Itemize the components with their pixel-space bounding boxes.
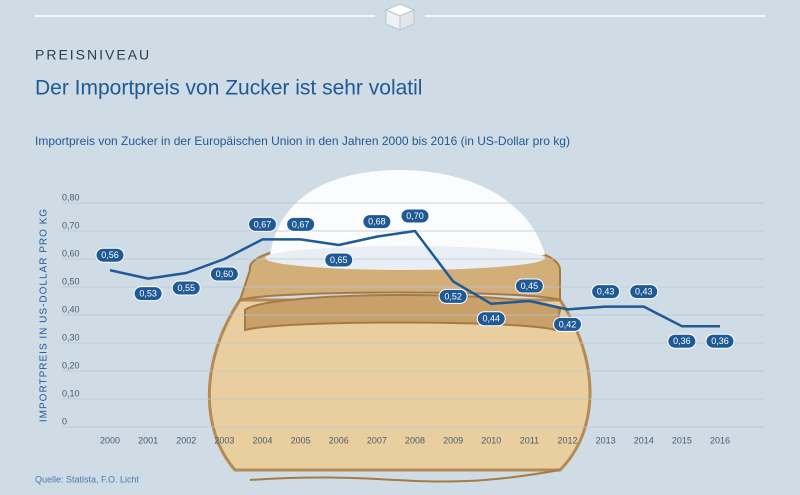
value-label-box (324, 252, 354, 268)
x-tick-label: 2016 (710, 435, 730, 445)
source: Quelle: Statista, F.O. Licht (35, 474, 140, 484)
x-tick-label: 2009 (443, 435, 463, 445)
value-label-box (629, 284, 659, 300)
value-label: 0,67 (254, 219, 272, 229)
x-tick-label: 2013 (596, 435, 616, 445)
value-label: 0,65 (330, 255, 348, 265)
value-label: 0,45 (521, 281, 539, 291)
y-tick-label: 0 (62, 416, 67, 426)
value-label-box (286, 216, 316, 232)
value-label: 0,68 (368, 216, 386, 226)
value-label-box (591, 284, 621, 300)
value-label-box (553, 316, 582, 332)
value-label-box (705, 333, 735, 349)
value-label-box (95, 247, 125, 263)
x-tick-label: 2014 (634, 435, 654, 445)
x-tick-label: 2008 (405, 435, 425, 445)
value-label: 0,36 (673, 336, 691, 346)
y-tick-label: 0,60 (62, 248, 80, 258)
value-label: 0,43 (635, 286, 653, 296)
value-label-box (400, 208, 430, 224)
value-label-box (209, 266, 239, 282)
chart-title: Der Importpreis von Zucker ist sehr vola… (35, 77, 422, 100)
value-label-box (248, 216, 277, 232)
y-tick-label: 0,80 (62, 192, 80, 202)
x-tick-label: 2011 (520, 435, 539, 445)
value-label-box (667, 333, 697, 349)
y-axis-title: IMPORTPREIS IN US-DOLLAR PRO KG (39, 208, 50, 422)
value-label-box (476, 311, 506, 327)
x-tick-label: 2005 (291, 435, 311, 445)
value-label-box (133, 286, 163, 302)
x-tick-label: 2004 (252, 435, 272, 445)
value-label: 0,42 (559, 319, 577, 329)
x-tick-label: 2012 (557, 435, 577, 445)
y-tick-label: 0,10 (62, 388, 80, 398)
y-tick-label: 0,30 (62, 332, 80, 342)
x-tick-label: 2015 (672, 435, 692, 445)
y-tick-label: 0,20 (62, 360, 80, 370)
x-tick-label: 2002 (176, 435, 196, 445)
chart-subtitle: Importpreis von Zucker in der Europäisch… (35, 134, 570, 148)
value-label: 0,67 (292, 219, 310, 229)
x-tick-label: 2000 (100, 435, 120, 445)
x-tick-label: 2006 (329, 435, 349, 445)
value-label: 0,53 (139, 288, 157, 298)
value-label: 0,43 (597, 286, 615, 296)
y-tick-label: 0,40 (62, 304, 80, 314)
kicker: PREISNIVEAU (35, 47, 151, 63)
x-tick-label: 2007 (367, 435, 387, 445)
x-tick-label: 2001 (138, 435, 158, 445)
sugar-cube-icon (384, 3, 416, 31)
value-label-box (438, 288, 468, 304)
data-line (109, 229, 720, 328)
value-label: 0,36 (711, 336, 729, 346)
value-label: 0,60 (216, 269, 234, 279)
y-tick-label: 0,70 (62, 220, 80, 230)
value-label: 0,56 (101, 250, 119, 260)
value-label: 0,44 (482, 314, 500, 324)
y-tick-label: 0,50 (62, 276, 80, 286)
value-label: 0,52 (444, 291, 462, 301)
value-label: 0,55 (177, 283, 195, 293)
x-tick-label: 2003 (214, 435, 234, 445)
value-label-box (514, 278, 544, 294)
value-label-box (362, 214, 392, 230)
value-label-box (171, 280, 201, 296)
value-label: 0,70 (406, 211, 424, 221)
x-tick-label: 2010 (481, 435, 501, 445)
